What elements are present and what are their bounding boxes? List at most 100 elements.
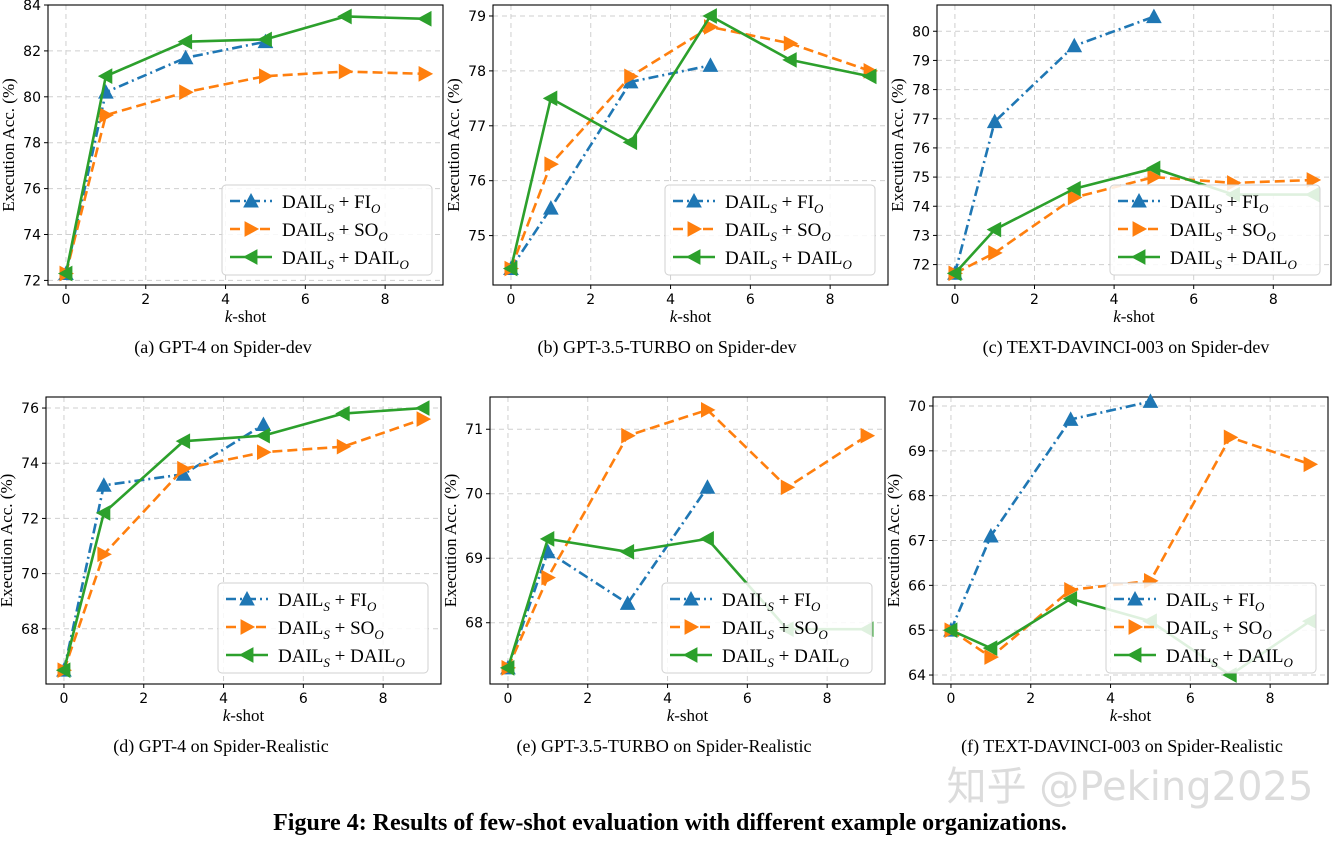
data-point-fi: [1066, 37, 1083, 53]
legend-box: [217, 582, 429, 674]
y-tick-label: 67: [908, 534, 926, 550]
x-axis-label: k-shot: [225, 307, 267, 326]
data-point-dail: [57, 265, 73, 282]
x-tick-label: 0: [506, 292, 515, 308]
data-point-so: [258, 68, 274, 84]
data-point-dail: [622, 134, 638, 151]
data-point-dail: [257, 31, 272, 48]
x-tick-label: 6: [301, 292, 310, 308]
x-tick-label: 2: [583, 691, 592, 707]
legend-label-fi: DAILS + FIO: [1170, 192, 1269, 216]
y-axis-label: Execution Acc. (%): [441, 474, 460, 608]
y-tick-label: 71: [465, 422, 483, 438]
data-point-dail: [1066, 180, 1081, 197]
data-point-fi: [619, 595, 636, 610]
x-tick-label: 4: [219, 691, 228, 707]
data-point-dail: [335, 405, 350, 422]
y-tick-label: 68: [908, 489, 926, 505]
y-axis-label: Execution Acc. (%): [0, 474, 16, 608]
data-point-so: [1306, 172, 1322, 188]
legend-label-dail: DAILS + DAILO: [722, 646, 849, 670]
x-axis-label: k-shot: [1113, 307, 1155, 326]
y-tick-label: 78: [23, 136, 41, 152]
data-point-fi: [255, 416, 272, 432]
data-point-so: [541, 569, 556, 586]
x-tick-label: 6: [746, 292, 755, 308]
legend-marker-dail: [1130, 249, 1146, 265]
series-line-dail: [509, 14, 871, 269]
y-tick-label: 66: [908, 578, 926, 594]
x-tick-label: 4: [1106, 691, 1115, 707]
series-line-fi: [949, 400, 1151, 631]
x-tick-label: 8: [826, 292, 835, 308]
data-point-so: [1067, 189, 1083, 206]
legend-label-so: DAILS + SOO: [278, 618, 384, 642]
chart-panel-2: 0 2 4 6 8 75 76 77 78 79 k-shot Execution Acc. (%) D…: [444, 4, 889, 358]
data-point-dail: [499, 660, 515, 676]
data-point-dail: [986, 221, 1002, 238]
legend: DAILS + FIO DAILS + SOO DAILS + DAILO: [664, 184, 876, 276]
x-axis-label-rest: -shot: [232, 307, 266, 326]
legend-label-so: DAILS + SOO: [282, 220, 388, 244]
data-point-so: [988, 245, 1003, 261]
data-point-dail: [255, 427, 270, 444]
data-point-so: [1303, 456, 1319, 473]
x-tick-label: 0: [59, 691, 68, 707]
data-point-dail: [55, 662, 71, 679]
x-tick-label: 8: [379, 691, 388, 707]
y-tick-label: 74: [21, 456, 39, 472]
y-tick-label: 70: [465, 487, 483, 503]
data-point-dail: [699, 531, 714, 547]
legend-marker-so: [684, 619, 700, 635]
data-point-so: [1223, 429, 1239, 446]
data-point-fi: [702, 57, 719, 72]
legend-marker-fi: [239, 590, 255, 606]
series-line-fi: [953, 15, 1155, 274]
data-point-so: [701, 402, 716, 418]
data-point-fi: [177, 49, 194, 65]
x-tick-label: 6: [299, 691, 308, 707]
series-line-dail: [62, 406, 424, 671]
data-point-dail: [619, 543, 635, 560]
y-tick-label: 64: [908, 668, 926, 684]
series-line-so: [509, 25, 871, 269]
series-line-dail: [64, 15, 426, 274]
legend-box: [661, 582, 873, 674]
x-tick-label: 0: [503, 691, 512, 707]
legend-marker-so: [1128, 619, 1144, 635]
legend-label-so: DAILS + SOO: [722, 618, 828, 642]
x-tick-label: 8: [823, 691, 832, 707]
x-tick-label: 4: [666, 292, 675, 308]
chart-panel-3: 0 2 4 6 8 72 73 74 75 76 77 78 79 80 k-shot Execution A…: [888, 4, 1332, 358]
plot-frame: [936, 4, 1332, 286]
data-point-fi: [983, 527, 999, 543]
y-tick-label: 82: [23, 44, 41, 60]
x-axis-label-rest: -shot: [1121, 307, 1155, 326]
y-axis-label: Execution Acc. (%): [884, 474, 903, 608]
legend-marker-fi: [1131, 192, 1147, 208]
data-point-so: [97, 546, 112, 563]
series-line-so: [506, 408, 868, 669]
subplot-caption: (f) TEXT-DAVINCI-003 on Spider-Realistic: [961, 736, 1283, 757]
data-point-fi: [1062, 411, 1079, 426]
x-tick-label: 4: [1110, 292, 1119, 308]
y-axis-label: Execution Acc. (%): [888, 78, 907, 212]
data-point-dail: [982, 640, 998, 656]
y-tick-label: 68: [465, 616, 483, 632]
data-point-so: [179, 84, 194, 101]
series-line-so: [64, 70, 426, 274]
y-tick-label: 80: [23, 90, 41, 106]
legend-label-fi: DAILS + FIO: [725, 192, 824, 216]
y-tick-label: 80: [912, 24, 930, 40]
x-tick-label: 8: [1266, 691, 1275, 707]
y-tick-label: 72: [912, 258, 930, 274]
legend-label-fi: DAILS + FIO: [282, 192, 381, 216]
data-point-so: [544, 156, 559, 173]
series-line-so: [950, 436, 1311, 659]
series-line-fi: [509, 64, 711, 270]
legend-box: [664, 184, 876, 276]
